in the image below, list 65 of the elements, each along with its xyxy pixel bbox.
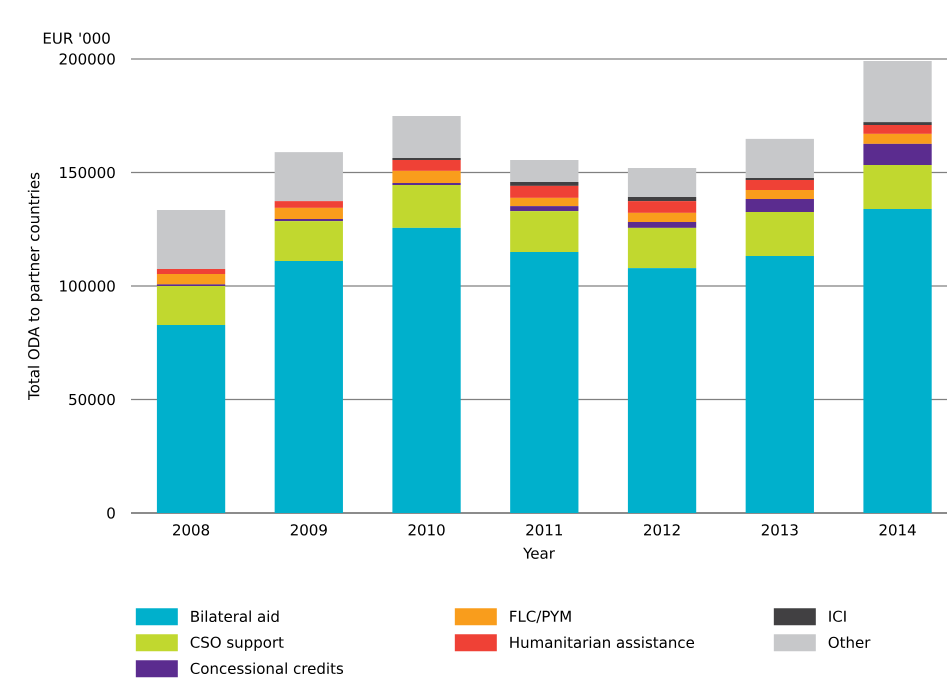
text: EUR '000 (44, 32, 110, 44)
bar (746, 180, 814, 190)
bar (274, 221, 343, 262)
bar (156, 286, 226, 326)
bar (863, 144, 932, 166)
bar (274, 152, 343, 202)
bar (863, 165, 932, 210)
x-tick-label: 2009 (290, 524, 327, 536)
legend-label: Humanitarian assistance (510, 636, 694, 648)
bar (746, 190, 814, 200)
bar (392, 160, 461, 171)
bar (510, 160, 578, 182)
bar (510, 211, 578, 252)
bar (628, 168, 696, 198)
bar (628, 197, 696, 202)
bar (628, 228, 696, 268)
y-tick-label: 0 (107, 507, 115, 519)
x-tick-label: 2010 (408, 524, 445, 536)
bar (628, 268, 696, 513)
bar (510, 198, 578, 206)
bar (274, 201, 343, 208)
bar (392, 228, 461, 513)
bar (746, 199, 814, 212)
legend-label: CSO support (190, 636, 284, 651)
bar (863, 209, 932, 513)
y-tick-label: 150000 (60, 166, 115, 178)
bar (156, 274, 226, 284)
bar (628, 222, 696, 228)
bar (510, 182, 578, 186)
y-axis-title: Total ODA to partner countries (28, 172, 42, 400)
legend-label: FLC/PYM (510, 610, 571, 624)
bar (746, 256, 814, 513)
x-tick-label: 2008 (173, 524, 210, 536)
x-tick-label: 2013 (762, 524, 798, 536)
x-tick-label: 2012 (644, 524, 680, 536)
bar (863, 134, 932, 144)
bar (156, 210, 226, 269)
bar (746, 212, 814, 256)
x-axis-title: Year (523, 548, 555, 559)
x-tick-label: 2014 (880, 524, 916, 536)
bar (863, 122, 932, 126)
bar (628, 201, 696, 213)
bar (628, 212, 696, 222)
legend-label: Bilateral aid (191, 610, 279, 622)
bar (156, 268, 226, 274)
y-tick-label: 100000 (60, 280, 115, 292)
bar (156, 325, 226, 513)
bar (510, 186, 578, 198)
y-tick-label: 200000 (60, 53, 115, 65)
bar (392, 116, 461, 158)
legend-label: ICI (829, 610, 846, 622)
bar (510, 206, 578, 212)
bar (392, 170, 461, 183)
y-tick-label: 50000 (69, 394, 115, 406)
bar (274, 208, 343, 220)
x-tick-label: 2011 (526, 524, 562, 536)
bar (746, 138, 814, 178)
bar (863, 125, 932, 134)
bar (510, 252, 578, 513)
bar (392, 158, 461, 160)
bar (863, 61, 932, 122)
bar (274, 261, 343, 513)
legend-label: Other (828, 636, 870, 648)
bar (392, 184, 461, 228)
legend-label: Concessional credits (190, 662, 344, 674)
